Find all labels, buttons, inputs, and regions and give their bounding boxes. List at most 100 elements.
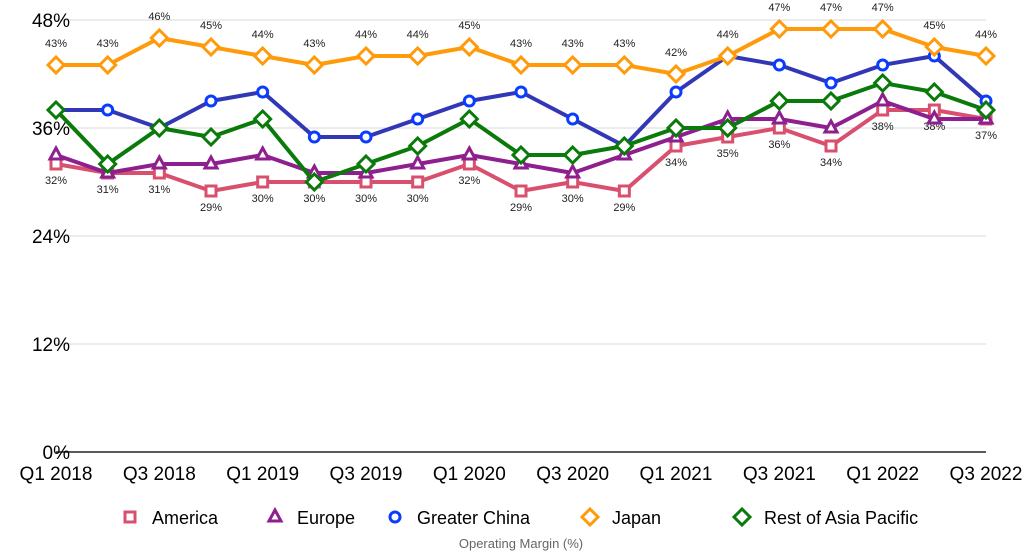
x-tick-label: Q1 2018 (20, 464, 93, 485)
square-marker (411, 175, 425, 189)
diamond-marker (45, 54, 67, 76)
data-label: 45% (923, 20, 945, 32)
diamond-marker (820, 90, 842, 112)
diamond-marker (975, 45, 997, 67)
diamond-marker (252, 45, 273, 67)
diamond-marker (717, 45, 738, 67)
diamond-marker (304, 54, 325, 76)
x-tick-label: Q3 2022 (950, 464, 1023, 485)
diamond-marker (717, 117, 738, 139)
circle-marker (307, 130, 321, 144)
data-label: 42% (665, 47, 687, 59)
diamond-marker (614, 135, 635, 157)
chart-caption: Operating Margin (%) (459, 536, 583, 551)
diamond-marker (200, 126, 222, 148)
triangle-marker (254, 144, 272, 161)
data-label: 47% (872, 2, 894, 14)
diamond-marker (355, 45, 377, 67)
data-label: 30% (562, 193, 584, 205)
data-label: 31% (148, 184, 170, 196)
diamond-marker (562, 144, 583, 166)
triangle-marker (409, 153, 427, 170)
square-marker (204, 184, 218, 198)
circle-marker (566, 112, 580, 126)
diamond-marker (459, 108, 480, 130)
triangle-marker (564, 162, 582, 179)
circle-marker (669, 85, 683, 99)
y-tick-label: 48% (32, 11, 70, 32)
diamond-marker (304, 171, 325, 193)
diamond-marker (149, 27, 170, 49)
diamond-marker (510, 144, 532, 166)
data-label: 37% (975, 130, 997, 142)
triangle-marker (47, 144, 65, 161)
data-label: 29% (200, 202, 222, 214)
data-label: 47% (820, 2, 842, 14)
square-marker (617, 184, 631, 198)
diamond-marker (924, 36, 945, 58)
x-tick-label: Q1 2021 (640, 464, 713, 485)
data-label: 44% (355, 29, 377, 41)
data-label: 31% (97, 184, 119, 196)
circle-marker (772, 58, 786, 72)
data-label: 38% (872, 121, 894, 133)
triangle-marker (770, 108, 788, 125)
legend-label: Europe (297, 508, 355, 528)
diamond-marker (820, 18, 842, 40)
circle-marker (411, 112, 425, 126)
legend-item (388, 510, 402, 524)
diamond-marker (769, 90, 790, 112)
diamond-marker (97, 153, 118, 175)
y-tick-label: 12% (32, 335, 70, 356)
data-label: 47% (768, 2, 790, 14)
diamond-marker (665, 117, 687, 139)
diamond-marker (200, 36, 222, 58)
square-marker (256, 175, 270, 189)
circle-marker (462, 94, 476, 108)
diamond-marker (459, 36, 480, 58)
diamond-marker (975, 99, 997, 121)
data-label: 45% (458, 20, 480, 32)
triangle-marker (925, 108, 943, 125)
data-label: 34% (820, 157, 842, 169)
data-label: 43% (97, 38, 119, 50)
circle-marker (388, 510, 402, 524)
data-label: 32% (45, 175, 67, 187)
x-tick-label: Q1 2019 (226, 464, 299, 485)
x-tick-label: Q3 2021 (743, 464, 816, 485)
data-label: 34% (665, 157, 687, 169)
data-label: 43% (510, 38, 532, 50)
data-label: 29% (510, 202, 532, 214)
y-tick-label: 24% (32, 227, 70, 248)
legend-label: Greater China (417, 508, 531, 528)
diamond-marker (872, 72, 893, 94)
data-label: 30% (252, 193, 274, 205)
data-label: 32% (458, 175, 480, 187)
triangle-marker (460, 144, 478, 161)
series-japan (45, 18, 997, 85)
diamond-marker (252, 108, 273, 130)
diamond-marker (149, 117, 170, 139)
triangle-marker (202, 153, 220, 170)
diamond-marker (355, 153, 377, 175)
data-label: 44% (407, 29, 429, 41)
circle-marker (256, 85, 270, 99)
x-tick-label: Q3 2018 (123, 464, 196, 485)
data-label: 45% (200, 20, 222, 32)
diamond-marker (407, 135, 428, 157)
square-marker (123, 510, 137, 524)
y-tick-label: 36% (32, 119, 70, 140)
legend-label: America (152, 508, 219, 528)
data-label: 35% (717, 148, 739, 160)
y-tick-label: 0% (43, 443, 71, 464)
data-label: 46% (148, 11, 170, 23)
x-tick-label: Q1 2022 (846, 464, 919, 485)
legend-item (731, 506, 753, 528)
circle-marker (824, 76, 838, 90)
square-marker (514, 184, 528, 198)
legend-label: Rest of Asia Pacific (764, 508, 918, 528)
data-label: 30% (407, 193, 429, 205)
x-tick-label: Q3 2019 (330, 464, 403, 485)
data-label: 29% (613, 202, 635, 214)
